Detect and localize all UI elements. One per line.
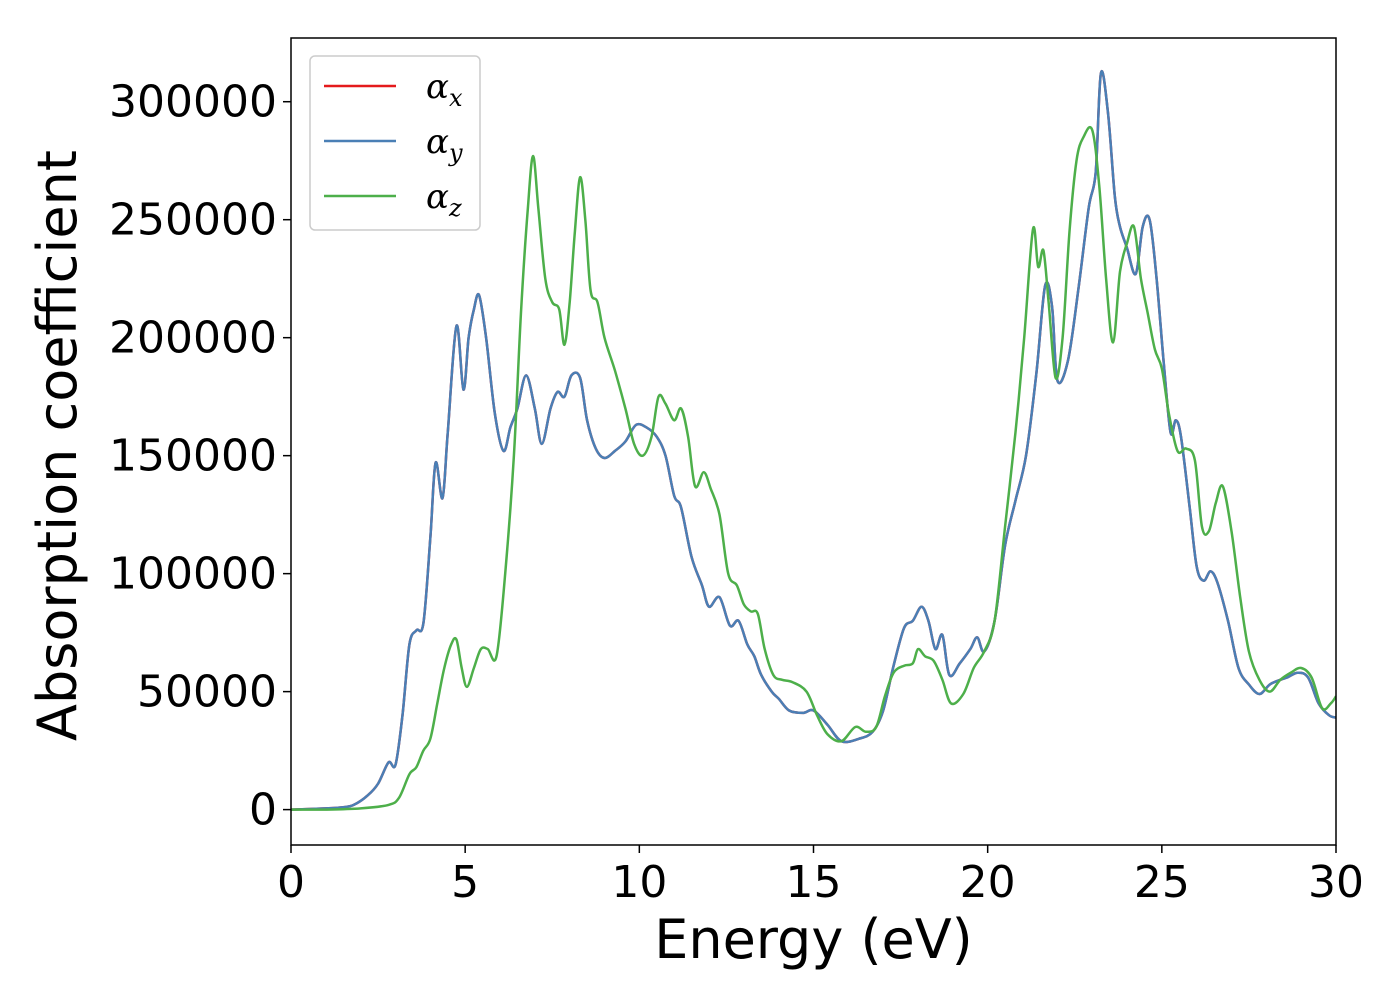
y-tick-label: 150000 [109,431,277,482]
x-axis-label: Energy (eV) [654,908,973,971]
y-tick-label: 250000 [109,195,277,246]
x-tick-label: 5 [451,857,479,908]
legend-label-y: αy [426,122,463,167]
x-tick-label: 30 [1308,857,1364,908]
y-tick-label: 50000 [137,667,277,718]
legend-box [309,55,481,231]
legend-label-x: αx [426,67,463,112]
y-tick-label: 0 [249,785,277,836]
y-axis-ticks: 0 50000 100000 150000 200000 250000 300000 [109,77,291,836]
x-tick-label: 20 [960,857,1016,908]
series-line-y [291,70,1336,811]
x-tick-label: 0 [277,857,305,908]
x-tick-label: 10 [611,857,667,908]
y-axis-label: Absorption coefficient [26,150,89,741]
y-tick-label: 100000 [109,549,277,600]
x-tick-label: 15 [786,857,842,908]
series-line-z [291,125,1336,811]
y-tick-label: 200000 [109,313,277,364]
x-axis-ticks: 0 5 10 15 20 25 30 [277,845,1364,908]
plot-lines [291,70,1336,811]
legend-label-z: αz [426,177,462,222]
legend: αx αy αz [309,55,481,231]
y-tick-label: 300000 [109,77,277,128]
x-tick-label: 25 [1134,857,1190,908]
